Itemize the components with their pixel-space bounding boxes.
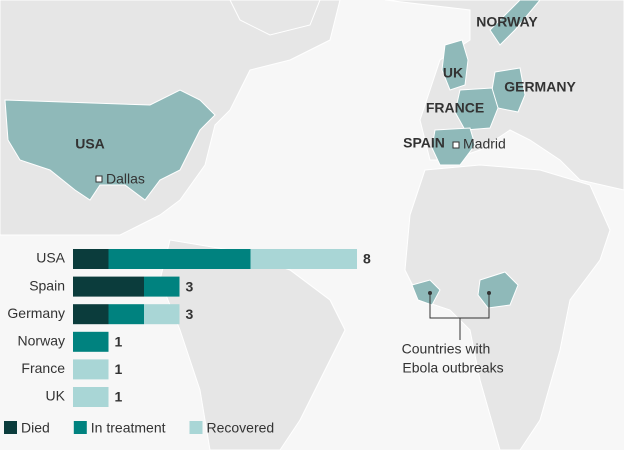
city-label: Madrid — [463, 136, 506, 152]
category-label: Norway — [18, 333, 65, 349]
city-marker — [452, 141, 460, 149]
country-label: UK — [443, 65, 463, 81]
country-label: NORWAY — [476, 14, 538, 30]
legend-swatch — [189, 421, 203, 434]
legend-swatch — [73, 421, 87, 434]
bar-segment — [144, 304, 180, 325]
country-label: USA — [75, 136, 105, 152]
nigeria-shape — [477, 271, 519, 309]
category-label: UK — [46, 388, 66, 404]
bar-segment — [250, 249, 357, 269]
annotation: Countries with — [402, 341, 491, 357]
bar-segment — [108, 249, 251, 269]
bar-chart: USA 8 Spain 3 Germany 3 Norway 1 France 1 UK 1 Died I… — [4, 249, 371, 436]
bar-segment — [73, 331, 109, 352]
bar-segment — [73, 359, 109, 380]
city-marker — [95, 175, 103, 183]
legend-label: In treatment — [91, 420, 166, 436]
category-label: France — [21, 360, 65, 376]
category-label: Germany — [7, 305, 65, 321]
country-label: GERMANY — [504, 79, 576, 95]
total-label: 3 — [186, 278, 194, 294]
uk-shape — [441, 39, 469, 91]
outbreak-marker — [428, 291, 432, 295]
country-label: FRANCE — [426, 100, 484, 116]
france-shape — [454, 87, 499, 131]
bar-segment — [108, 304, 144, 325]
city-label: Dallas — [106, 171, 145, 187]
west-africa-shape — [411, 279, 441, 306]
total-label: 1 — [115, 389, 123, 405]
annotation: Ebola outbreaks — [402, 360, 503, 376]
category-label: Spain — [29, 277, 65, 293]
total-label: 3 — [186, 306, 194, 322]
country-label: SPAIN — [403, 135, 445, 151]
bar-segment — [73, 249, 109, 269]
category-label: USA — [36, 250, 65, 266]
south-america — [159, 239, 346, 450]
total-label: 1 — [115, 361, 123, 377]
legend-swatch — [4, 421, 17, 434]
usa-shape — [4, 89, 216, 201]
total-label: 1 — [115, 334, 123, 350]
greenland — [229, 0, 321, 36]
norway-shape — [489, 0, 541, 46]
bar-segment — [73, 304, 109, 325]
bar-segment — [73, 276, 144, 297]
total-label: 8 — [363, 251, 371, 267]
outbreak-marker — [487, 291, 491, 295]
bar-segment — [144, 276, 180, 297]
legend-label: Recovered — [207, 420, 275, 436]
legend-label: Died — [21, 420, 50, 436]
bar-segment — [73, 387, 109, 407]
